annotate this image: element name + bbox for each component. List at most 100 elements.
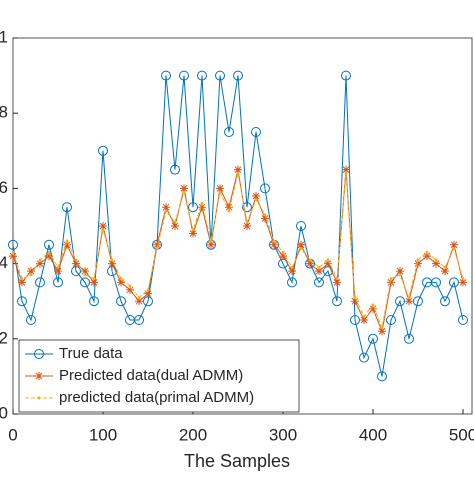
marker	[180, 184, 188, 193]
marker	[443, 265, 447, 269]
marker	[182, 190, 186, 194]
marker	[74, 258, 78, 262]
marker	[281, 250, 285, 254]
marker	[416, 258, 420, 262]
marker	[332, 296, 342, 307]
marker	[351, 297, 359, 306]
marker	[404, 333, 414, 344]
marker	[368, 333, 378, 344]
marker	[81, 267, 89, 276]
marker	[414, 259, 422, 268]
marker	[353, 295, 357, 299]
marker	[341, 70, 351, 81]
legend-marker	[35, 372, 43, 380]
marker	[65, 239, 69, 243]
x-tick-label: 400	[359, 425, 387, 444]
marker	[216, 184, 224, 193]
marker	[288, 267, 296, 276]
marker	[371, 303, 375, 307]
marker	[344, 171, 348, 175]
x-tick-label: 500	[449, 425, 474, 444]
marker	[144, 289, 152, 298]
marker	[137, 295, 141, 299]
marker	[290, 265, 294, 269]
series	[11, 171, 465, 330]
marker	[452, 247, 456, 251]
series-line	[12, 75, 464, 377]
marker	[117, 278, 125, 287]
marker	[116, 296, 126, 307]
marker	[407, 295, 411, 299]
marker	[9, 252, 17, 261]
marker	[20, 277, 24, 281]
marker	[242, 202, 252, 213]
marker	[110, 258, 114, 262]
marker	[134, 315, 144, 325]
marker	[227, 209, 231, 213]
marker	[306, 259, 314, 268]
marker	[252, 191, 260, 200]
marker	[108, 259, 116, 268]
marker	[164, 209, 168, 213]
marker	[29, 273, 33, 277]
marker	[245, 220, 249, 224]
marker	[225, 203, 233, 212]
marker	[308, 258, 312, 262]
marker	[396, 267, 404, 276]
marker	[170, 164, 180, 175]
marker	[27, 267, 35, 276]
marker	[101, 228, 105, 232]
marker	[279, 252, 287, 261]
marker	[233, 70, 243, 81]
y-tick-label: 0.2	[0, 328, 8, 347]
marker	[458, 315, 468, 325]
marker	[440, 296, 450, 307]
marker	[287, 277, 297, 288]
marker	[450, 240, 458, 249]
y-tick-label: 0.8	[0, 103, 8, 122]
marker	[380, 326, 384, 330]
marker	[432, 259, 440, 268]
marker	[56, 265, 60, 269]
marker	[63, 240, 71, 249]
legend-label: Predicted data(dual ADMM)	[59, 367, 243, 384]
marker	[387, 278, 395, 287]
x-tick-label: 200	[179, 425, 207, 444]
marker	[215, 70, 225, 81]
marker	[90, 278, 98, 287]
marker	[449, 277, 459, 288]
marker	[423, 252, 431, 261]
marker	[431, 277, 441, 288]
marker	[173, 220, 177, 224]
marker	[386, 315, 396, 325]
marker	[441, 267, 449, 276]
marker	[44, 239, 54, 250]
marker	[324, 259, 332, 268]
marker	[155, 247, 159, 251]
y-tick-label: 0.4	[0, 253, 8, 272]
marker	[272, 239, 276, 243]
legend-label: predicted data(primal ADMM)	[59, 389, 254, 406]
marker	[162, 203, 170, 212]
marker	[197, 70, 207, 81]
marker	[251, 127, 261, 137]
legend-marker	[37, 396, 41, 400]
marker	[378, 327, 386, 336]
marker	[218, 190, 222, 194]
marker	[188, 202, 198, 213]
marker	[98, 145, 108, 156]
marker	[53, 277, 63, 288]
marker	[89, 296, 99, 307]
marker	[326, 258, 330, 262]
x-axis-label: The Samples	[184, 451, 290, 471]
marker	[146, 288, 150, 292]
x-tick-label: 100	[89, 425, 117, 444]
marker	[80, 277, 90, 288]
marker	[359, 352, 369, 363]
marker	[36, 259, 44, 268]
marker	[297, 240, 305, 249]
marker	[270, 240, 278, 249]
marker	[171, 222, 179, 230]
marker	[413, 296, 423, 307]
